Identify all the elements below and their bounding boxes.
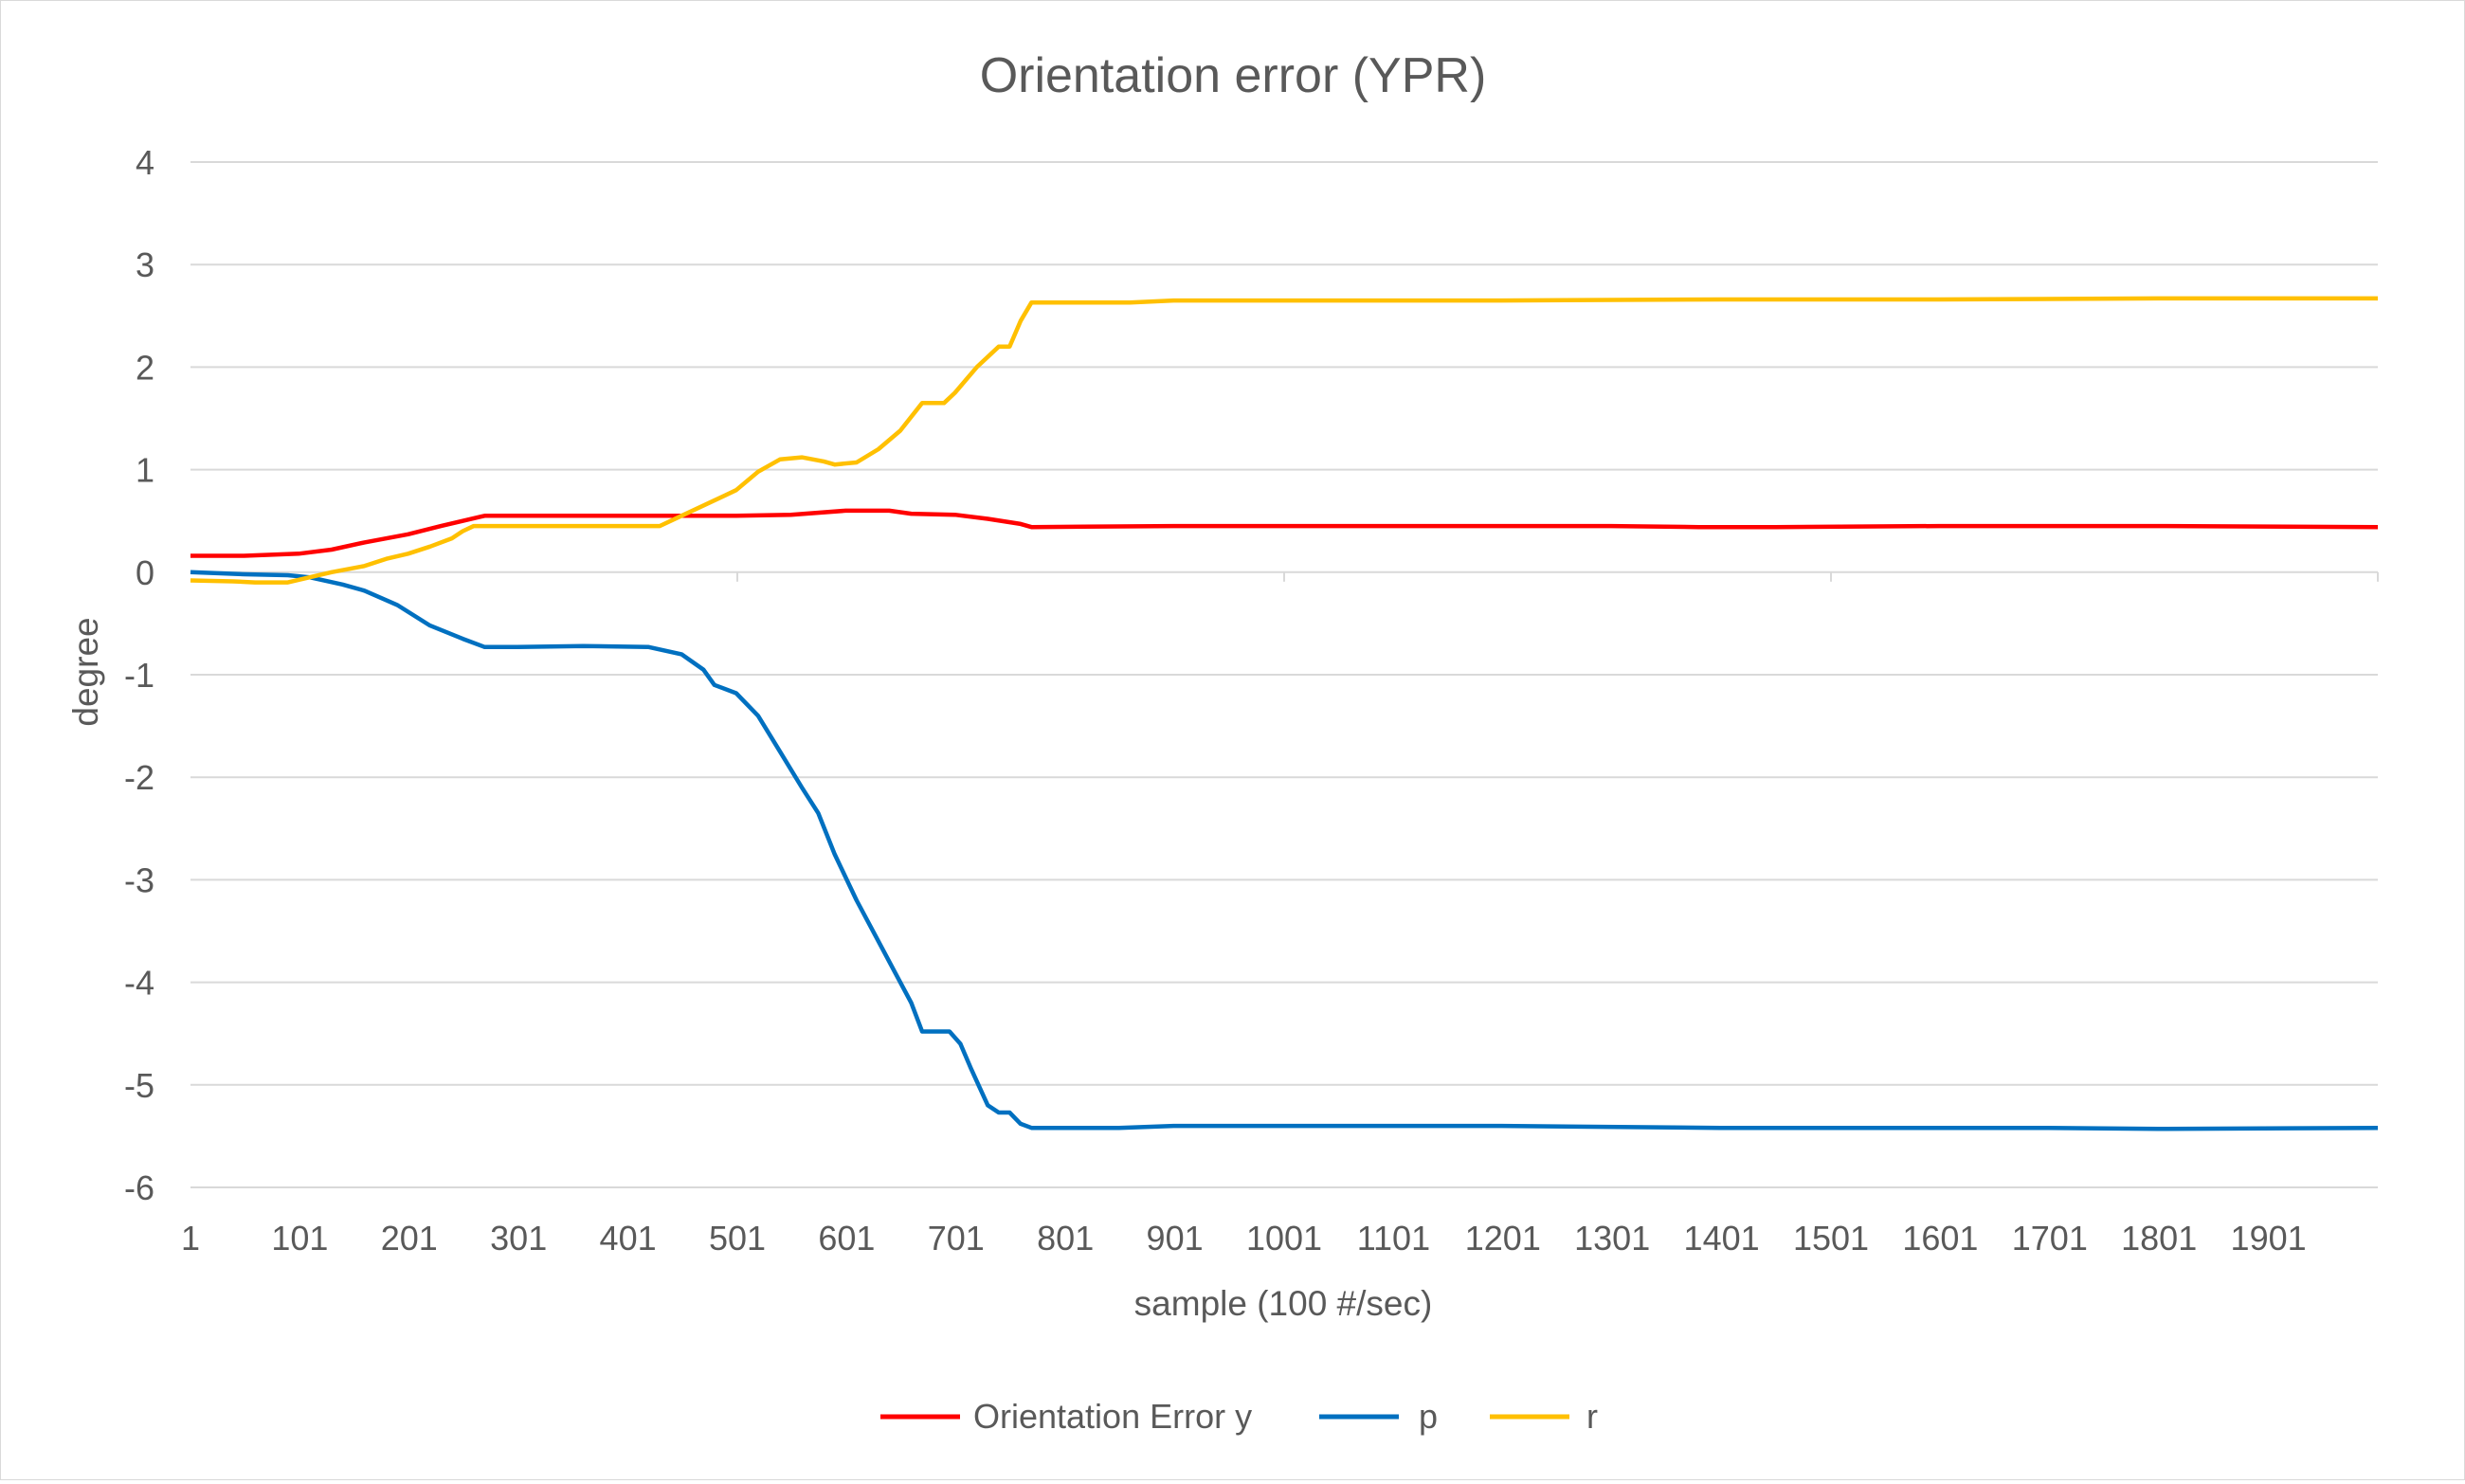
x-tick-label: 1301 (1574, 1219, 1650, 1258)
x-tick-label: 301 (490, 1219, 547, 1258)
x-tick-label: 1201 (1465, 1219, 1541, 1258)
legend-label-y: Orientation Error y (973, 1397, 1252, 1436)
y-axis-ticks: 4 3 2 1 0 -1 -2 -3 -4 -5 -6 (124, 143, 154, 1207)
y-tick-label: 4 (136, 143, 154, 182)
x-tick-label: 1701 (2012, 1219, 2088, 1258)
x-tick-label: 1801 (2121, 1219, 2197, 1258)
x-tick-label: 801 (1037, 1219, 1094, 1258)
y-tick-label: 0 (136, 553, 154, 592)
x-tick-label: 401 (600, 1219, 657, 1258)
x-tick-label: 1 (181, 1219, 200, 1258)
legend-label-r: r (1586, 1397, 1598, 1436)
y-tick-label: -3 (124, 860, 154, 899)
x-tick-label: 701 (928, 1219, 985, 1258)
series-lines (190, 296, 2379, 1131)
y-axis-label: degree (66, 617, 105, 726)
y-tick-label: 3 (136, 245, 154, 284)
chart-title: Orientation error (YPR) (980, 48, 1487, 103)
legend-label-p: p (1419, 1397, 1438, 1436)
x-tick-label: 1001 (1246, 1219, 1322, 1258)
x-tick-label: 501 (709, 1219, 766, 1258)
y-tick-label: -6 (124, 1168, 154, 1207)
x-tick-label: 201 (381, 1219, 438, 1258)
x-axis-ticks: 1 101 201 301 401 501 601 701 801 901 1001 1101 1201… (181, 1219, 2307, 1258)
y-tick-label: -2 (124, 758, 154, 797)
x-tick-label: 1401 (1684, 1219, 1760, 1258)
series-line-p (190, 570, 2379, 1131)
x-tick-label: 1101 (1357, 1219, 1430, 1258)
x-tick-label: 1901 (2231, 1219, 2307, 1258)
series-line-r (190, 296, 2378, 585)
x-axis-label: sample (100 #/sec) (1134, 1284, 1433, 1323)
x-tick-label: 601 (818, 1219, 875, 1258)
y-tick-label: -1 (124, 656, 154, 695)
y-tick-label: 1 (136, 451, 154, 490)
y-tick-label: -4 (124, 964, 154, 1003)
x-tick-label: 101 (271, 1219, 328, 1258)
legend-item-orientation-error-y: Orientation Error y (880, 1397, 1252, 1436)
legend-item-r: r (1490, 1397, 1598, 1436)
y-tick-label: -5 (124, 1066, 154, 1105)
y-tick-label: 2 (136, 348, 154, 387)
x-tick-label: 901 (1147, 1219, 1204, 1258)
x-tick-label: 1601 (1902, 1219, 1978, 1258)
series-line-y (190, 508, 2379, 558)
legend: Orientation Error y p r (880, 1397, 1598, 1436)
x-axis (190, 570, 2379, 582)
grid-lines (190, 161, 2378, 1188)
x-tick-label: 1501 (1793, 1219, 1869, 1258)
legend-item-p: p (1319, 1397, 1438, 1436)
